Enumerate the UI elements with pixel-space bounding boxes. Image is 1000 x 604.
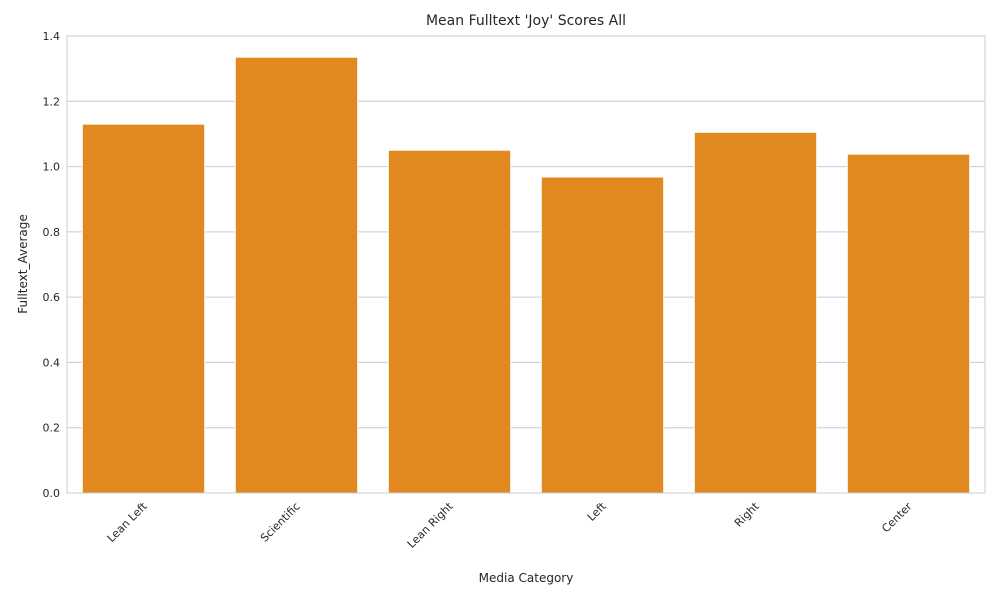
- bar: [81, 123, 206, 494]
- x-tick-label: Scientific: [258, 500, 303, 545]
- y-axis-label: Fulltext_Average: [16, 214, 30, 313]
- y-tick-label: 1.2: [43, 95, 61, 108]
- y-tick-label: 1.0: [43, 161, 61, 174]
- y-tick-label: 0.0: [43, 487, 61, 500]
- x-tick-label: Center: [879, 500, 915, 536]
- x-tick-label: Left: [585, 499, 609, 523]
- plot-frame: [66, 35, 986, 494]
- x-tick-label: Right: [732, 499, 762, 529]
- bar: [234, 56, 359, 494]
- bar: [846, 153, 971, 494]
- y-tick-label: 0.8: [43, 226, 61, 239]
- y-tick-label: 0.2: [43, 422, 61, 435]
- bars-group: [81, 56, 971, 494]
- x-axis-label: Media Category: [479, 571, 574, 585]
- bar: [693, 131, 818, 494]
- bar: [540, 176, 665, 494]
- y-tick-label: 0.4: [43, 356, 61, 369]
- x-tick-label: Lean Right: [405, 499, 456, 550]
- x-tick-labels: Lean Left Scientific Lean Right Left Right Ce…: [105, 499, 915, 550]
- chart-title: Mean Fulltext 'Joy' Scores All: [426, 13, 626, 29]
- y-tick-label: 0.6: [43, 291, 61, 304]
- plot-background: [67, 36, 985, 493]
- x-tick-label: Lean Left: [105, 499, 150, 544]
- y-tick-label: 1.4: [43, 30, 61, 43]
- bar: [387, 149, 512, 494]
- y-tick-labels: 0.0 0.2 0.4 0.6 0.8 1.0 1.2 1.4: [43, 30, 61, 500]
